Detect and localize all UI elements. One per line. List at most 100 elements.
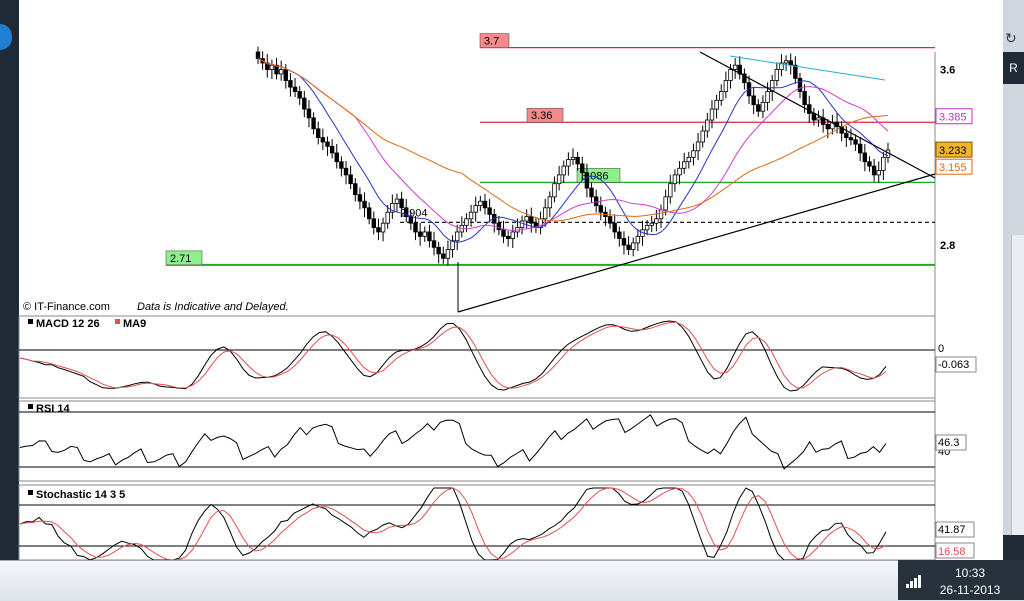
price-tag-box	[935, 108, 973, 125]
candle-body	[431, 240, 437, 248]
right-badge: R	[1003, 52, 1024, 84]
candle-body	[802, 91, 807, 106]
candle-body	[830, 121, 835, 130]
candle-body	[478, 200, 483, 207]
price-axis-tick: 2.8	[940, 240, 955, 252]
candle-body	[723, 80, 729, 92]
candle-body	[468, 211, 474, 220]
rsi-label: RSI 14	[36, 403, 71, 415]
candle-body	[774, 69, 780, 81]
refresh-icon[interactable]	[0, 24, 12, 50]
stochastic-k-label: 41.87	[938, 524, 966, 536]
level-label: 2.71	[170, 253, 191, 265]
candle-body	[390, 203, 395, 213]
candle-body	[556, 174, 562, 185]
candle-body	[371, 218, 377, 228]
resistance-trendline	[699, 51, 936, 179]
candle-body	[709, 108, 715, 121]
candle-body	[547, 196, 553, 209]
candle-body	[348, 174, 353, 185]
level-label-box	[479, 33, 510, 48]
support-trendline	[457, 173, 936, 313]
candle-body	[380, 222, 386, 233]
macd-line	[19, 320, 887, 392]
candle-body	[487, 207, 492, 215]
price-tag-box	[935, 158, 973, 175]
right-desktop-edge: ↻ R	[1003, 0, 1024, 560]
macd-zero-label: 0	[938, 343, 944, 355]
refresh-icon[interactable]: ↻	[1005, 30, 1017, 46]
candle-body	[274, 64, 279, 75]
candle-body	[584, 172, 590, 189]
rsi-value-label: 46.3	[938, 437, 959, 449]
candle-body	[807, 104, 812, 114]
candle-body	[561, 165, 566, 176]
candle-body	[454, 231, 460, 242]
candle-body	[362, 200, 367, 209]
macd-label: MACD 12 26	[36, 318, 100, 330]
price-tag: 3.385	[939, 112, 967, 124]
vertical-scrollbar[interactable]	[1011, 235, 1024, 535]
candle-body	[278, 69, 284, 75]
macd-pane	[18, 315, 936, 399]
rsi-pane	[18, 400, 936, 482]
stochastic-d-line	[19, 487, 887, 560]
candle-body	[862, 152, 868, 163]
candle-body	[265, 62, 270, 70]
clock-date[interactable]: 26-11-2013	[939, 583, 1001, 597]
candle-body	[292, 86, 298, 92]
candle-body	[732, 64, 738, 70]
candle-body	[598, 205, 603, 213]
candle-body	[700, 130, 705, 143]
macd-signal-line	[19, 321, 887, 389]
left-desktop-edge	[0, 0, 19, 560]
candle-body	[316, 128, 321, 138]
candle-body	[714, 99, 719, 110]
candle-body	[672, 174, 678, 185]
candle-body	[288, 80, 293, 88]
candle-body	[329, 145, 335, 154]
candle-body	[871, 165, 877, 176]
level-label: 3.36	[531, 110, 552, 122]
candle-body	[404, 207, 409, 218]
candle-body	[686, 156, 692, 163]
candle-body	[575, 156, 580, 165]
candle-body	[705, 119, 710, 132]
candle-body	[422, 231, 427, 237]
candle-body	[788, 60, 793, 66]
candle-body	[751, 95, 756, 106]
price-tag: 3.233	[939, 145, 967, 157]
candle-body	[543, 207, 548, 220]
candle-body	[306, 108, 312, 119]
network-signal-icon[interactable]	[906, 574, 924, 588]
candle-body	[450, 240, 455, 250]
disclaimer-text: Data is Indicative and Delayed.	[137, 301, 289, 313]
candle-body	[881, 156, 886, 171]
candle-body	[649, 222, 654, 226]
price-axis-tick: 3.6	[940, 65, 955, 77]
candle-body	[844, 132, 849, 138]
ma-mid-line	[257, 58, 889, 231]
candle-body	[399, 198, 404, 209]
candle-body	[343, 167, 349, 176]
candle-body	[811, 113, 817, 121]
candle-body	[858, 143, 863, 154]
cyan-trendline	[729, 55, 886, 81]
candle-body	[376, 227, 381, 233]
copyright-text: © IT-Finance.com	[23, 301, 110, 313]
candle-body	[570, 156, 576, 160]
candle-body	[756, 104, 761, 112]
candle-body	[769, 80, 775, 92]
macd-signal-label: MA9	[123, 318, 146, 330]
candle-body	[552, 183, 557, 198]
candle-body	[654, 218, 659, 224]
clock-time[interactable]: 10:33	[954, 566, 986, 580]
candle-body	[617, 231, 622, 239]
candle-body	[353, 183, 358, 196]
candle-body	[626, 244, 631, 250]
candle-body	[635, 235, 641, 244]
candle-body	[524, 216, 529, 222]
candle-body	[529, 216, 534, 224]
candle-body	[783, 60, 789, 64]
candle-body	[644, 224, 650, 231]
